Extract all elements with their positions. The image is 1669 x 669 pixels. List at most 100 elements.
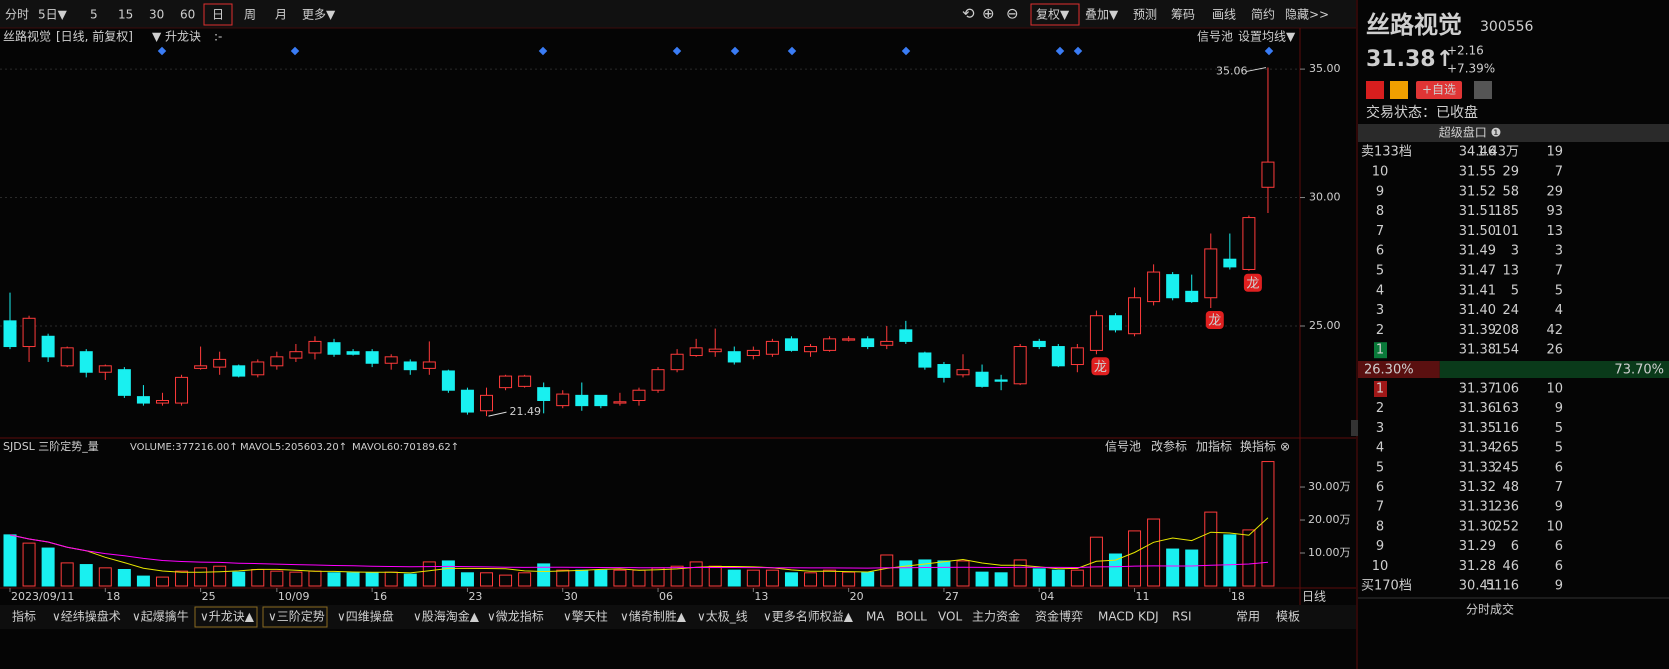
toolbar-item[interactable]: 15: [118, 8, 133, 22]
candle-body: [384, 356, 398, 364]
volume-bar: [804, 572, 818, 587]
toolbar-item[interactable]: 简约: [1251, 7, 1275, 22]
book-price: 31.37: [1459, 382, 1496, 397]
toolbar-item[interactable]: 筹码: [1171, 8, 1195, 22]
adjust-box: [1030, 3, 1080, 26]
book-count: 26: [1546, 343, 1563, 358]
tab[interactable]: 模板: [1276, 610, 1300, 624]
volume-bar: [994, 572, 1008, 587]
tab[interactable]: ∨太极_线: [697, 609, 748, 624]
tab[interactable]: ∨储奇制胜▲: [620, 609, 687, 624]
book-level: 8: [1376, 204, 1384, 219]
tab[interactable]: VOL: [938, 610, 962, 624]
vol-name: SJDSL 三阶定势_量: [3, 439, 99, 453]
book-title: 超级盘口 ❶: [1439, 125, 1502, 140]
header-link[interactable]: 换指标: [1240, 439, 1276, 454]
candle-body: [499, 375, 513, 389]
toolbar-item[interactable]: 隐藏>>: [1285, 8, 1329, 22]
toolbar-item[interactable]: 画线: [1212, 8, 1236, 22]
book-level: 8: [1376, 519, 1384, 534]
tab[interactable]: ∨经纬操盘术: [52, 609, 121, 624]
tab[interactable]: ∨微龙指标: [487, 609, 544, 624]
tab[interactable]: ∨升龙诀▲: [200, 610, 255, 624]
volume-bar: [3, 534, 17, 587]
tab[interactable]: ∨三阶定势: [268, 609, 325, 624]
book-volume: 58: [1502, 184, 1519, 199]
volume-bar: [1261, 461, 1275, 587]
y-tick-label: 20.00万: [1308, 513, 1351, 526]
header-link[interactable]: 信号池: [1197, 30, 1233, 44]
tab[interactable]: ∨四维操盘: [337, 609, 394, 624]
toolbar-item[interactable]: 复权▼: [1036, 8, 1070, 22]
book-level: 7: [1376, 500, 1384, 515]
toolbar-item[interactable]: 月: [275, 8, 287, 22]
collapse-handle[interactable]: [1351, 420, 1358, 436]
tab[interactable]: RSI: [1172, 610, 1192, 624]
tab[interactable]: ∨股海淘金▲: [413, 609, 480, 624]
book-price: 31.41: [1459, 283, 1496, 298]
header-link[interactable]: 加指标: [1196, 439, 1232, 454]
toolbar-item[interactable]: 叠加▼: [1085, 8, 1119, 22]
book-count: 29: [1546, 184, 1563, 199]
book-price: 30.41: [1459, 579, 1496, 594]
book-volume: 101: [1494, 224, 1519, 239]
tab[interactable]: MACD: [1098, 610, 1134, 624]
toolbar-item[interactable]: 日: [212, 8, 224, 22]
volume-bar: [899, 560, 913, 587]
toolbar-item[interactable]: 5日▼: [38, 8, 68, 22]
header-link[interactable]: 设置均线▼: [1238, 30, 1296, 44]
book-price: 31.35: [1459, 421, 1496, 436]
candle-body: [880, 340, 894, 346]
volume-bar: [784, 572, 798, 587]
candle-body: [365, 351, 379, 364]
book-count: 5: [1555, 283, 1563, 298]
volume-bar: [384, 571, 398, 587]
candle-body: [518, 375, 532, 387]
x-tick-label: 16: [373, 590, 387, 603]
book-price: 31.33: [1459, 460, 1496, 475]
toolbar-item[interactable]: 预测: [1133, 8, 1157, 22]
toolbar-item[interactable]: 周: [244, 8, 256, 22]
candle-body: [441, 370, 455, 391]
book-price: 31.52: [1459, 184, 1496, 199]
tab[interactable]: ∨擎天柱: [563, 609, 608, 624]
header-link[interactable]: 改参标: [1151, 439, 1187, 454]
tab[interactable]: KDJ: [1138, 610, 1159, 624]
book-count: 7: [1555, 264, 1563, 279]
close-icon[interactable]: ⊗: [1280, 440, 1290, 454]
undo-icon[interactable]: ⟲: [962, 5, 975, 23]
tab[interactable]: ∨起爆擒牛: [132, 609, 189, 624]
tab[interactable]: ∨更多名师权益▲: [763, 609, 854, 624]
zoom-in-icon[interactable]: ⊕: [982, 5, 995, 23]
book-title-bg: [1358, 124, 1669, 142]
volume-bar: [1108, 553, 1122, 587]
tab[interactable]: 常用: [1236, 610, 1260, 624]
book-volume: 29: [1502, 165, 1519, 180]
toolbar-item[interactable]: 更多▼: [302, 8, 336, 22]
volume-bar: [575, 569, 589, 587]
candle-body: [594, 394, 608, 407]
zoom-out-icon[interactable]: ⊖: [1006, 5, 1019, 23]
toolbar-item[interactable]: 30: [149, 8, 164, 22]
fav-label[interactable]: +自选: [1422, 83, 1456, 97]
indicator-name[interactable]: ▼ 升龙诀: [152, 30, 201, 44]
tab[interactable]: 指标: [12, 609, 36, 624]
header-link[interactable]: 信号池: [1105, 440, 1141, 454]
toolbar-item[interactable]: 分时: [5, 8, 29, 22]
tab[interactable]: 资金博弈: [1035, 609, 1083, 624]
book-level: 买170档: [1361, 579, 1412, 594]
book-volume: 154: [1494, 343, 1519, 358]
candle-body: [1108, 315, 1122, 331]
tab[interactable]: BOLL: [896, 610, 927, 624]
book-price: 31.36: [1459, 401, 1496, 416]
toolbar-item[interactable]: 60: [180, 8, 195, 22]
signal-badge: [1091, 357, 1110, 376]
tab[interactable]: 主力资金: [972, 609, 1020, 624]
book-footer[interactable]: 分时成交: [1466, 602, 1514, 617]
candle-body: [346, 351, 360, 355]
candle-body: [422, 361, 436, 369]
tab[interactable]: MA: [866, 610, 885, 624]
book-price: 31.38: [1459, 343, 1496, 358]
toolbar-item[interactable]: 5: [90, 8, 98, 22]
